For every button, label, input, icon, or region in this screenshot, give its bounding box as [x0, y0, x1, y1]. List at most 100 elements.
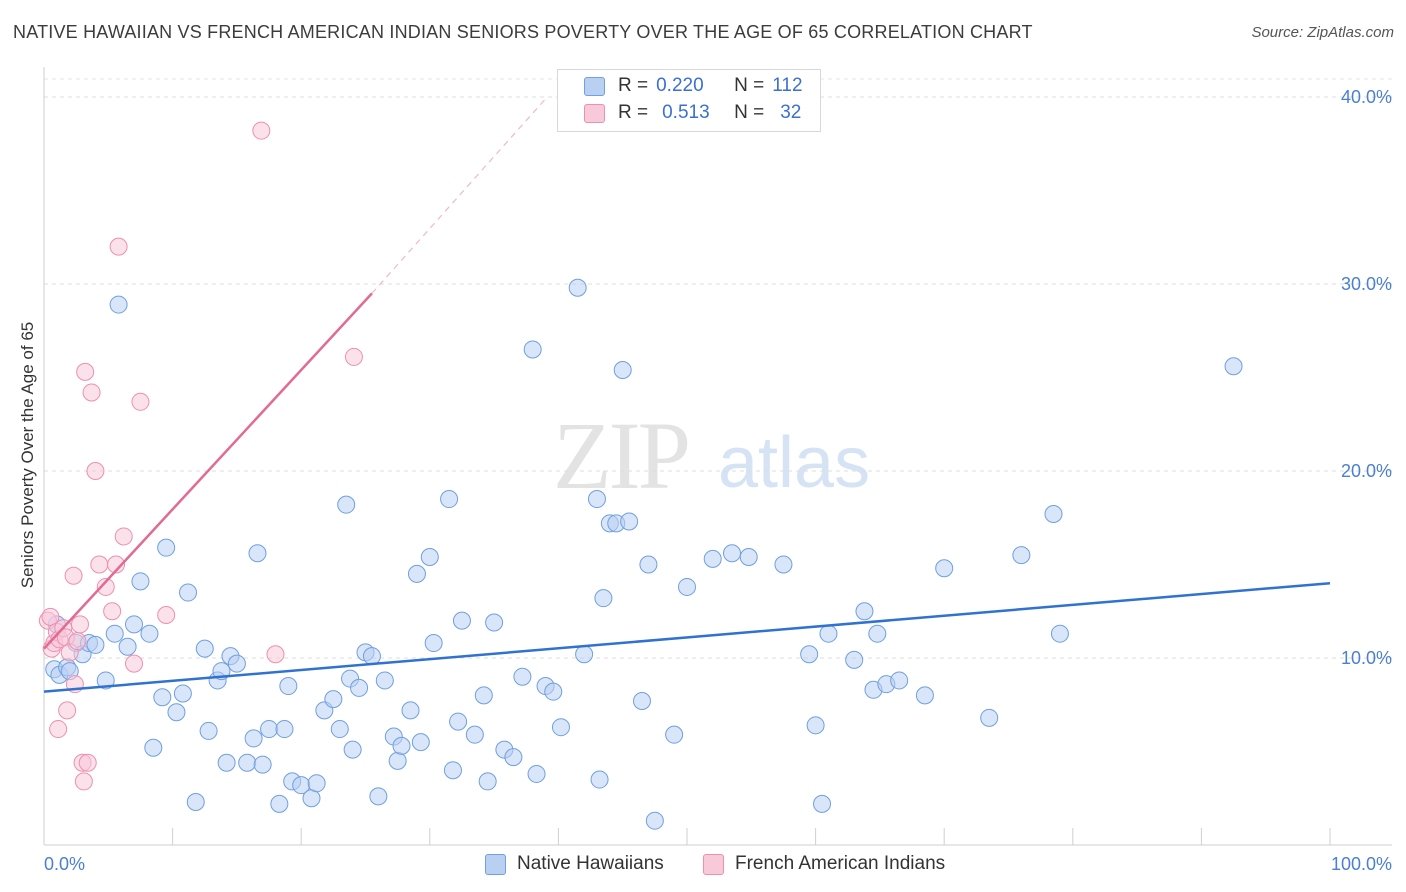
legend-r-value: 0.220 [656, 75, 704, 96]
native-hawaiian-point [375, 671, 394, 690]
native-hawaiian-point [369, 787, 388, 806]
french-american-indian-point [64, 566, 83, 585]
native-hawaiian-point [392, 736, 411, 755]
native-hawaiian-point [800, 645, 819, 664]
native-hawaiian-point [915, 686, 934, 705]
watermark-atlas: atlas [718, 423, 871, 503]
french-american-indian-point [49, 720, 68, 739]
native-hawaiian-point [632, 692, 651, 711]
bottom-legend-label: Native Hawaiians [517, 853, 664, 874]
native-hawaiian-point [452, 611, 471, 630]
french-american-indian-point [58, 701, 77, 720]
french-american-indian-point [107, 555, 126, 574]
native-hawaiian-point [217, 753, 236, 772]
native-hawaiian-point [337, 495, 356, 514]
native-hawaiian-point [157, 538, 176, 557]
native-hawaiian-point [620, 512, 639, 531]
y-tick-label: 10.0% [1341, 648, 1392, 668]
french-american-indian-point [41, 607, 60, 626]
native-hawaiian-point [407, 564, 426, 583]
french-american-indian-point [157, 605, 176, 624]
native-hawaiian-point [723, 544, 742, 563]
native-hawaiian-point [678, 577, 696, 596]
french-american-indian-point [103, 602, 122, 621]
native-hawaiian-point [774, 555, 793, 574]
french-american-indian-point [131, 392, 150, 411]
native-hawaiian-point [350, 678, 369, 697]
bottom-legend-label: French American Indians [735, 853, 946, 874]
legend-r-label: R = [618, 102, 649, 123]
native-hawaiian-point [96, 671, 115, 690]
legend-n-label: N = [734, 75, 765, 96]
native-hawaiian-point [307, 774, 326, 793]
french-american-indian-point [90, 555, 109, 574]
native-hawaiian-point [179, 583, 198, 602]
french-american-indian-point [71, 615, 90, 634]
native-hawaiian-point [401, 701, 420, 720]
native-hawaiian-point [980, 708, 999, 727]
native-hawaiian-point [275, 720, 294, 739]
legend: R = 0.220 N = 112 R = 0.513 N = 32 [557, 69, 821, 132]
native-hawaiian-point [813, 794, 832, 813]
french-american-indian-trend-line [43, 292, 373, 650]
native-hawaiian-point [613, 361, 632, 380]
native-hawaiian-point [443, 761, 462, 780]
legend-r-value: 0.513 [662, 102, 710, 123]
native-hawaiian-point [587, 490, 606, 509]
native-hawaiian-point [575, 645, 594, 664]
legend-swatch-pink [584, 103, 605, 123]
native-hawaiian-point [199, 721, 218, 740]
native-hawaiian-point [474, 686, 493, 705]
chart-title: NATIVE HAWAIIAN VS FRENCH AMERICAN INDIA… [13, 22, 1033, 42]
french-american-indian-trend-extension [371, 98, 546, 294]
native-hawaiian-point [388, 751, 407, 770]
bottom-legend-native-hawaiians: Native Hawaiians [485, 852, 664, 876]
french-american-indian-point [344, 347, 363, 366]
french-american-indian-point [78, 753, 97, 772]
native-hawaiian-trend-line [43, 581, 1331, 693]
native-hawaiian-point [105, 624, 124, 643]
native-hawaiian-point [1050, 624, 1069, 643]
native-hawaiian-point [195, 639, 214, 658]
source-label: Source: ZipAtlas.com [1251, 24, 1394, 41]
bottom-legend-swatch-blue [485, 853, 506, 875]
x-tick-label: 100.0% [1331, 854, 1392, 874]
french-american-indian-point [125, 654, 144, 673]
native-hawaiian-point [523, 340, 542, 359]
native-hawaiian-point [362, 647, 381, 666]
french-american-indian-point [252, 121, 271, 140]
legend-swatch-blue [584, 76, 605, 96]
native-hawaiian-point [424, 634, 443, 653]
french-american-indian-point [82, 383, 101, 402]
native-hawaiian-point [845, 650, 864, 669]
bottom-legend-swatch-pink [703, 853, 724, 875]
native-hawaiian-point [639, 555, 658, 574]
watermark-zip: ZIP [553, 402, 691, 509]
legend-n-value: 112 [772, 75, 803, 96]
french-american-indian-point [74, 772, 93, 791]
native-hawaiian-point [238, 753, 257, 772]
french-american-indian-point [86, 462, 105, 480]
native-hawaiian-point [504, 748, 523, 767]
native-hawaiian-point [868, 624, 887, 643]
native-hawaiian-point [568, 278, 587, 297]
native-hawaiian-point [590, 770, 609, 789]
native-hawaiian-point [173, 684, 192, 703]
native-hawaiian-point [302, 789, 321, 808]
native-hawaiian-point [131, 572, 150, 591]
french-american-indian-point [266, 645, 285, 664]
native-hawaiian-point [140, 624, 159, 643]
native-hawaiian-point [513, 667, 532, 686]
legend-r-label: R = [618, 75, 649, 96]
native-hawaiian-point [594, 589, 613, 608]
native-hawaiian-point [485, 613, 504, 632]
native-hawaiian-point [1044, 505, 1063, 524]
native-hawaiian-point [739, 548, 758, 567]
native-hawaiian-point [420, 548, 439, 567]
legend-row-native-hawaiians: R = 0.220 N = 112 [584, 75, 803, 97]
native-hawaiian-point [144, 738, 163, 757]
native-hawaiian-point [167, 703, 186, 722]
french-american-indian-point [96, 577, 115, 596]
native-hawaiian-point [819, 624, 838, 643]
